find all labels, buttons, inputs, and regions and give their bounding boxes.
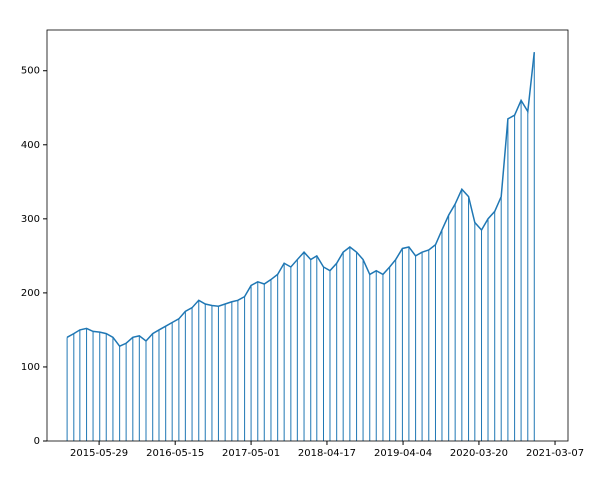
y-tick-label: 0 — [34, 436, 40, 447]
line — [66, 52, 536, 348]
x-tick-label: 2017-05-01 — [222, 448, 280, 459]
y-tick-label: 400 — [21, 140, 40, 151]
y-tick-label: 300 — [21, 214, 40, 225]
plot-frame — [46, 29, 569, 442]
x-tick-label: 2021-03-07 — [526, 448, 584, 459]
y-tick-label: 100 — [21, 362, 40, 373]
x-tick-label: 2016-05-15 — [146, 448, 204, 459]
y-tick-label: 500 — [21, 66, 40, 77]
x-tick-label: 2015-05-29 — [70, 448, 128, 459]
x-tick-label: 2020-03-20 — [450, 448, 508, 459]
y-tick-label: 200 — [21, 288, 40, 299]
x-tick-label: 2018-04-17 — [298, 448, 356, 459]
x-tick-label: 2019-04-04 — [374, 448, 432, 459]
